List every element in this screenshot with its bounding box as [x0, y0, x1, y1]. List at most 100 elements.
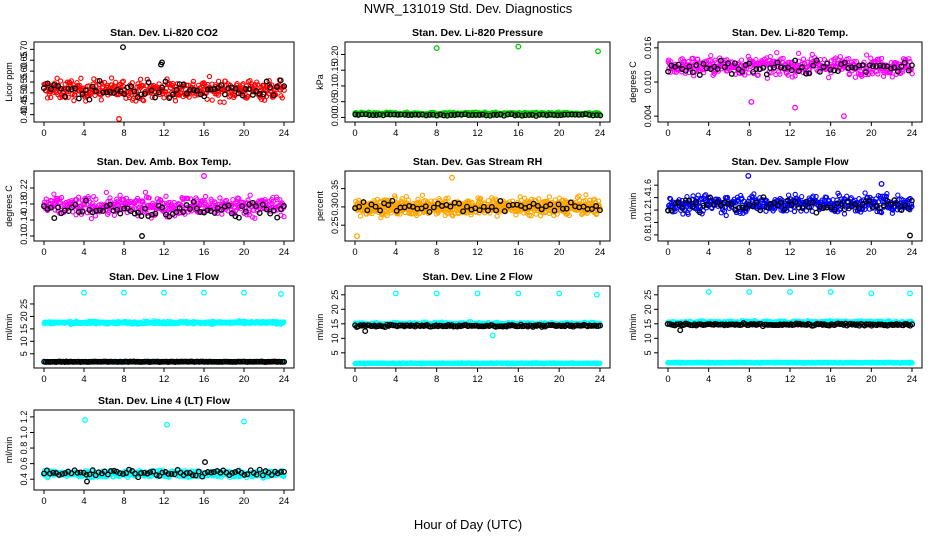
data-point — [469, 112, 476, 119]
x-axis: 0 4 8 12 16 20 24 — [41, 122, 289, 139]
x-tick-label: 16 — [199, 374, 210, 385]
data-point — [51, 191, 57, 197]
y-tick-label: 0.60 — [19, 62, 29, 80]
data-point — [370, 112, 376, 119]
data-point — [162, 88, 169, 95]
data-point — [89, 83, 96, 90]
data-point — [825, 74, 832, 81]
data-point — [239, 92, 246, 99]
x-tick-label: 24 — [907, 128, 918, 139]
data-point — [48, 94, 54, 101]
chart-panel-3: Stan. Dev. Li-820 Temp.0 4 8 12 16 20 240.0040… — [628, 27, 923, 139]
y-tick-label: 0.20 — [330, 46, 340, 64]
x-tick-label: 12 — [785, 128, 796, 139]
data-point — [526, 112, 533, 119]
data-point — [401, 111, 408, 118]
x-tick-label: 4 — [81, 128, 86, 139]
data-point — [394, 111, 401, 118]
x-axis: 0 4 8 12 16 20 24 — [352, 241, 605, 258]
data-point — [142, 90, 148, 97]
y-tick-label: 0.05 — [330, 93, 340, 111]
x-tick-label: 4 — [706, 247, 711, 258]
y-axis-title: kPa — [315, 74, 325, 90]
data-point — [376, 111, 383, 118]
data-point-outlier — [515, 290, 522, 297]
data-point — [86, 96, 93, 103]
data-point — [260, 91, 267, 98]
data-point-outlier — [201, 173, 207, 179]
data-point — [267, 84, 274, 91]
data-point-outlier — [745, 172, 752, 179]
x-tick-label: 20 — [239, 374, 250, 385]
data-point — [152, 94, 159, 101]
data-point — [193, 87, 200, 94]
data-point — [777, 71, 783, 77]
y-tick-label: 0.50 — [19, 84, 29, 102]
data-point — [547, 111, 554, 118]
panel-title: Stan. Dev. Line 2 Flow — [422, 271, 533, 283]
data-point — [837, 53, 844, 60]
data-point — [253, 87, 260, 94]
data-point — [357, 213, 364, 219]
data-point-outlier — [433, 45, 440, 52]
chart-panel-5: Stan. Dev. Gas Stream RH0 4 8 12 16 20 240.250… — [315, 156, 611, 258]
data-point-outlier — [878, 180, 885, 187]
y-tick-label: 0.8 — [643, 229, 653, 242]
data-point — [543, 112, 550, 119]
data-point — [103, 89, 110, 96]
y-tick-label: 5 — [19, 351, 29, 356]
x-axis: 0 4 8 12 16 20 24 — [41, 368, 289, 385]
data-point — [96, 81, 102, 88]
data-point-outlier — [201, 289, 207, 296]
x-tick-label: 24 — [595, 247, 606, 258]
data-point — [479, 111, 486, 118]
data-point — [75, 95, 82, 102]
data-point — [140, 83, 146, 89]
data-point — [246, 86, 253, 92]
data-point — [79, 91, 86, 98]
data-point — [868, 55, 874, 61]
y-tick-label: 0.22 — [19, 179, 29, 197]
data-point — [217, 195, 223, 201]
y-axis-title: Licor ppm — [4, 62, 14, 102]
data-point — [82, 87, 89, 94]
x-tick-label: 20 — [239, 128, 250, 139]
data-point — [515, 111, 522, 118]
data-point-outlier — [139, 233, 145, 239]
data-point — [190, 87, 197, 93]
panel-title: Stan. Dev. Line 1 Flow — [109, 271, 220, 283]
data-point-outlier — [840, 113, 847, 120]
data-point — [415, 111, 422, 118]
data-point-outlier — [392, 290, 399, 297]
x-tick-label: 12 — [785, 247, 796, 258]
data-point — [57, 78, 64, 84]
data-point — [204, 86, 211, 93]
data-point — [767, 53, 773, 60]
data-point — [380, 112, 387, 119]
x-axis: 0 4 8 12 16 20 24 — [41, 241, 289, 258]
data-point — [575, 111, 582, 118]
data-point-outlier — [792, 104, 799, 111]
data-point — [137, 76, 144, 82]
x-tick-label: 4 — [706, 128, 711, 139]
data-point — [183, 82, 190, 88]
data-point — [565, 111, 572, 118]
data-point — [546, 194, 553, 200]
data-point-outlier — [121, 289, 127, 296]
data-point — [458, 111, 465, 118]
data-point — [795, 50, 802, 57]
y-tick-label: 1.6 — [643, 179, 653, 192]
x-tick-label: 16 — [513, 128, 524, 139]
x-tick-label: 4 — [81, 247, 86, 258]
data-point — [551, 112, 557, 118]
data-point-outlier — [593, 291, 600, 298]
data-point — [274, 214, 281, 221]
panel-title: Stan. Dev. Li-820 CO2 — [110, 27, 218, 39]
x-tick-label: 8 — [747, 247, 752, 258]
x-tick-label: 12 — [159, 128, 170, 139]
x-tick-label: 0 — [352, 128, 357, 139]
